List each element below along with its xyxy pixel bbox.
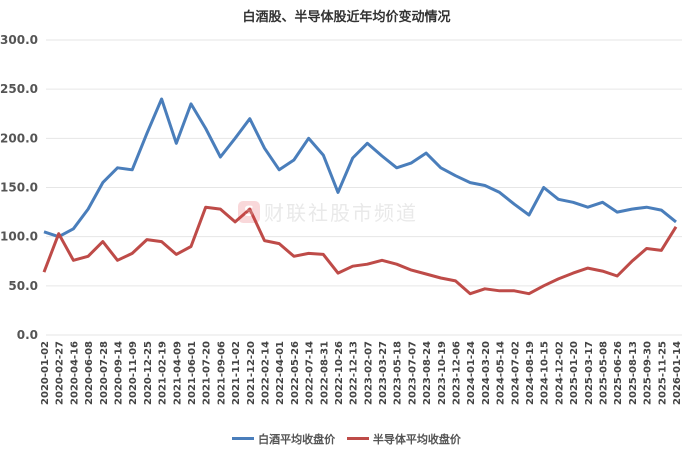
x-tick-label: 2025-08-13	[628, 341, 639, 405]
legend-swatch	[232, 437, 255, 440]
x-tick-label: 2024-03-20	[481, 341, 492, 405]
y-tick-label: 150.0	[0, 181, 38, 195]
x-tick-label: 2022-10-26	[334, 341, 345, 405]
x-tick-label: 2022-12-13	[349, 341, 360, 405]
series-line-baijiu	[43, 97, 677, 239]
x-tick-label: 2024-10-15	[540, 341, 551, 405]
x-tick-label: 2021-02-19	[158, 341, 169, 405]
line-chart: 0.0 50.0 100.0 150.0 200.0 250.0 300.0 2020-01-…	[0, 33, 683, 405]
y-tick-label: 0.0	[17, 328, 38, 342]
x-tick-label: 2022-05-26	[290, 341, 301, 405]
x-tick-label: 2020-11-09	[128, 341, 139, 405]
x-tick-label: 2020-07-28	[99, 341, 110, 405]
x-tick-label: 2020-09-14	[113, 341, 124, 405]
x-tick-label: 2022-04-01	[275, 341, 286, 405]
legend-item-baijiu[interactable]: 白酒平均收盘价	[232, 431, 335, 447]
x-tick-label: 2024-08-19	[525, 341, 536, 405]
x-tick-label: 2021-09-06	[216, 341, 227, 405]
x-tick-label: 2020-12-25	[143, 341, 154, 405]
y-tick-label: 50.0	[8, 279, 38, 293]
x-tick-label: 2021-04-09	[172, 341, 183, 405]
legend-item-semiconductor[interactable]: 半导体平均收盘价	[346, 431, 461, 447]
x-tick-label: 2024-07-02	[510, 341, 521, 405]
x-tick-label: 2025-11-25	[657, 341, 668, 405]
y-tick-label: 200.0	[0, 131, 38, 145]
x-tick-label: 2025-09-30	[643, 341, 654, 405]
x-tick-label: 2023-05-18	[393, 341, 404, 405]
x-tick-label: 2022-07-14	[305, 341, 316, 405]
x-tick-label: 2023-10-19	[437, 341, 448, 405]
x-tick-label: 2026-01-14	[672, 341, 683, 405]
x-tick-label: 2024-12-02	[554, 341, 565, 405]
legend-swatch	[346, 437, 369, 440]
x-tick-label: 2023-02-07	[363, 341, 374, 405]
x-tick-label: 2020-06-08	[84, 341, 95, 405]
x-tick-label: 2024-01-24	[466, 341, 477, 405]
x-tick-label: 2023-12-06	[452, 341, 463, 405]
x-tick-label: 2020-01-02	[40, 341, 51, 405]
legend-label: 白酒平均收盘价	[258, 432, 336, 446]
x-tick-label: 2022-08-31	[319, 341, 330, 405]
watermark-logo: S	[238, 200, 260, 223]
y-tick-label: 100.0	[0, 230, 38, 244]
legend: 白酒平均收盘价 半导体平均收盘价	[0, 430, 693, 447]
x-tick-label: 2025-01-20	[569, 341, 580, 405]
x-tick-label: 2025-05-08	[599, 341, 610, 405]
legend-label: 半导体平均收盘价	[372, 432, 461, 446]
x-tick-label: 2021-12-20	[246, 341, 257, 405]
series-line-semiconductor	[42, 205, 678, 296]
x-tick-label: 2021-06-01	[187, 341, 198, 405]
x-tick-label: 2025-06-26	[613, 341, 624, 405]
x-tick-label: 2023-08-24	[422, 341, 433, 405]
watermark: S 财联社股市频道	[238, 197, 418, 226]
x-tick-label: 2024-05-14	[496, 341, 507, 405]
x-tick-label: 2023-03-27	[378, 341, 389, 405]
y-tick-label: 300.0	[0, 33, 38, 47]
x-tick-label: 2021-11-02	[231, 341, 242, 405]
watermark-text: 财联社股市频道	[264, 201, 418, 225]
x-tick-label: 2020-04-16	[69, 341, 80, 405]
x-tick-label: 2020-02-27	[55, 341, 66, 405]
x-tick-label: 2025-03-17	[584, 341, 595, 405]
x-tick-label: 2022-02-14	[260, 341, 271, 405]
chart-title: 白酒股、半导体股近年均价变动情况	[242, 10, 451, 25]
x-tick-label: 2021-07-20	[202, 341, 213, 405]
y-tick-label: 250.0	[0, 82, 38, 96]
x-tick-label: 2023-07-07	[407, 341, 418, 405]
